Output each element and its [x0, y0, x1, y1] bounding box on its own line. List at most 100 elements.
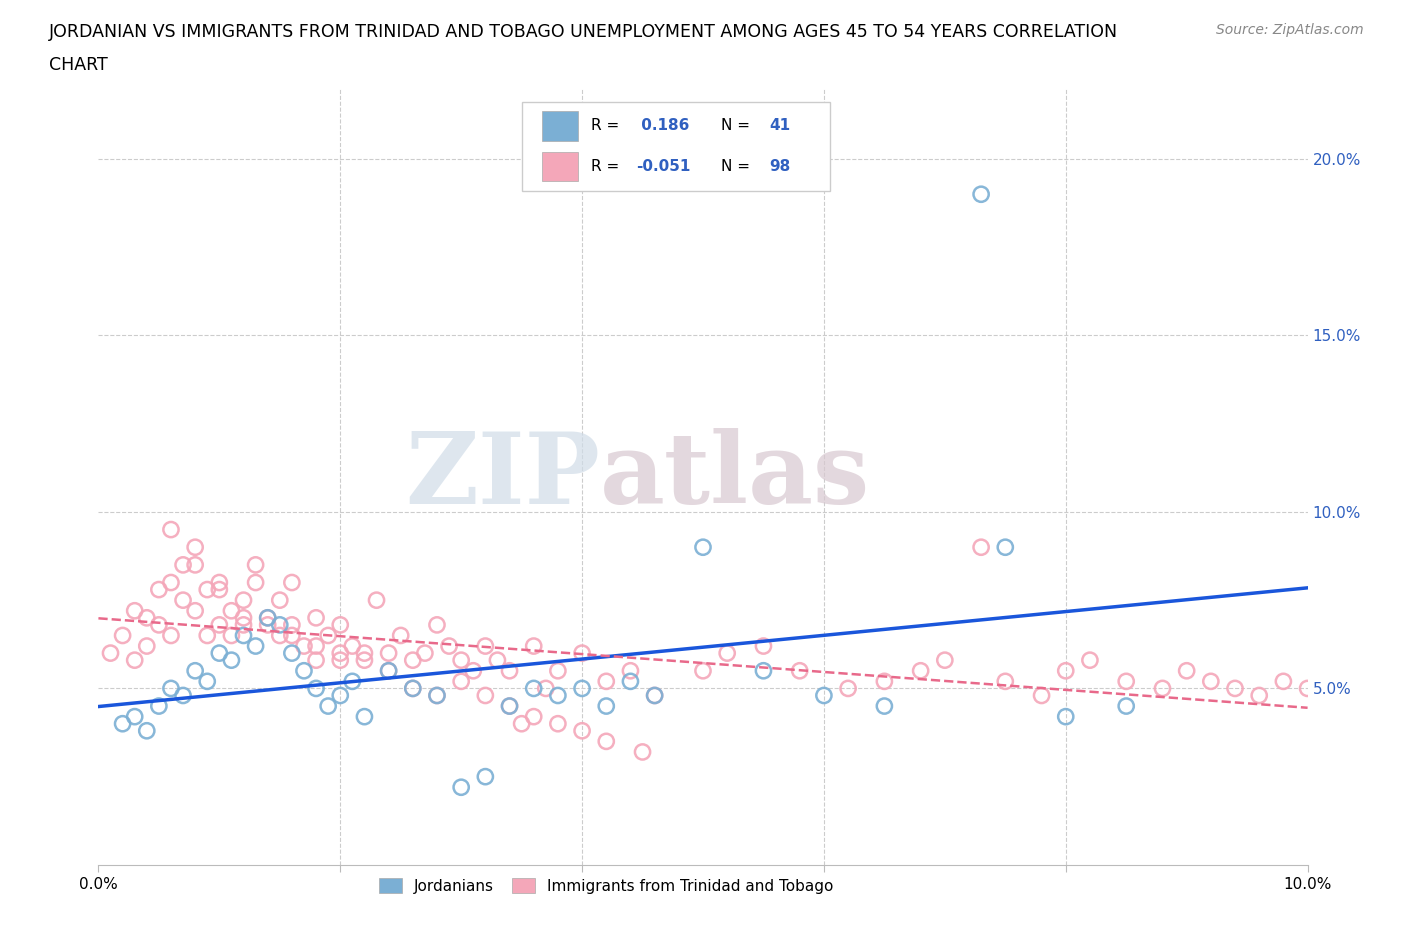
Point [124, 710, 146, 724]
Point [486, 653, 509, 668]
Point [305, 639, 328, 654]
Point [1272, 674, 1295, 689]
Point [269, 618, 291, 632]
Point [1115, 674, 1137, 689]
Point [148, 698, 170, 713]
Point [256, 618, 278, 632]
Point [245, 575, 267, 590]
Point [595, 674, 617, 689]
Point [534, 681, 557, 696]
Point [172, 688, 194, 703]
Point [281, 645, 304, 660]
Point [245, 557, 267, 572]
Text: N =: N = [721, 159, 751, 174]
Point [1054, 663, 1077, 678]
Point [148, 582, 170, 597]
Point [571, 645, 593, 660]
Point [547, 688, 569, 703]
Text: -0.051: -0.051 [637, 159, 690, 174]
Point [873, 674, 896, 689]
Point [292, 663, 315, 678]
Point [232, 592, 254, 607]
Text: 41: 41 [769, 118, 790, 133]
Point [752, 663, 775, 678]
Point [450, 674, 472, 689]
Point [752, 639, 775, 654]
Point [402, 681, 425, 696]
Point [305, 610, 328, 625]
Point [305, 653, 328, 668]
Point [1152, 681, 1174, 696]
Point [1115, 698, 1137, 713]
Point [135, 610, 157, 625]
Text: Source: ZipAtlas.com: Source: ZipAtlas.com [1216, 23, 1364, 37]
Point [281, 575, 304, 590]
Point [402, 681, 425, 696]
Point [184, 557, 207, 572]
Point [256, 610, 278, 625]
Point [837, 681, 859, 696]
Point [148, 618, 170, 632]
Point [281, 628, 304, 643]
Point [353, 710, 375, 724]
Text: R =: R = [591, 159, 619, 174]
Point [184, 539, 207, 554]
Point [934, 653, 956, 668]
Point [1078, 653, 1101, 668]
Point [426, 618, 449, 632]
Point [716, 645, 738, 660]
Point [1054, 710, 1077, 724]
Point [100, 645, 122, 660]
Point [269, 592, 291, 607]
Point [402, 653, 425, 668]
Point [595, 734, 617, 749]
Point [631, 745, 654, 760]
Point [305, 681, 328, 696]
Point [232, 610, 254, 625]
Point [329, 688, 352, 703]
Point [232, 628, 254, 643]
Point [172, 557, 194, 572]
Point [160, 681, 183, 696]
Point [353, 653, 375, 668]
Point [184, 663, 207, 678]
Point [994, 674, 1017, 689]
Point [571, 681, 593, 696]
Point [342, 639, 364, 654]
Point [547, 663, 569, 678]
Text: JORDANIAN VS IMMIGRANTS FROM TRINIDAD AND TOBAGO UNEMPLOYMENT AMONG AGES 45 TO 5: JORDANIAN VS IMMIGRANTS FROM TRINIDAD AN… [49, 23, 1118, 41]
Bar [543, 111, 578, 140]
Point [619, 674, 641, 689]
Point [644, 688, 666, 703]
Point [208, 582, 231, 597]
Point [292, 639, 315, 654]
Point [1175, 663, 1198, 678]
Point [426, 688, 449, 703]
Point [474, 639, 496, 654]
Point [910, 663, 932, 678]
Point [523, 710, 546, 724]
Point [474, 688, 496, 703]
Point [644, 688, 666, 703]
Point [426, 688, 449, 703]
Point [450, 653, 472, 668]
Point [342, 674, 364, 689]
Point [195, 582, 218, 597]
Point [970, 539, 993, 554]
Point [160, 522, 183, 537]
Point [160, 575, 183, 590]
FancyBboxPatch shape [522, 101, 830, 191]
Point [124, 653, 146, 668]
Point [970, 187, 993, 202]
Point [208, 575, 231, 590]
Point [377, 663, 399, 678]
Point [692, 663, 714, 678]
Point [873, 698, 896, 713]
Point [135, 639, 157, 654]
Point [450, 779, 472, 794]
Point [789, 663, 811, 678]
Point [221, 653, 243, 668]
Point [571, 724, 593, 738]
Point [232, 618, 254, 632]
Text: CHART: CHART [49, 56, 108, 73]
